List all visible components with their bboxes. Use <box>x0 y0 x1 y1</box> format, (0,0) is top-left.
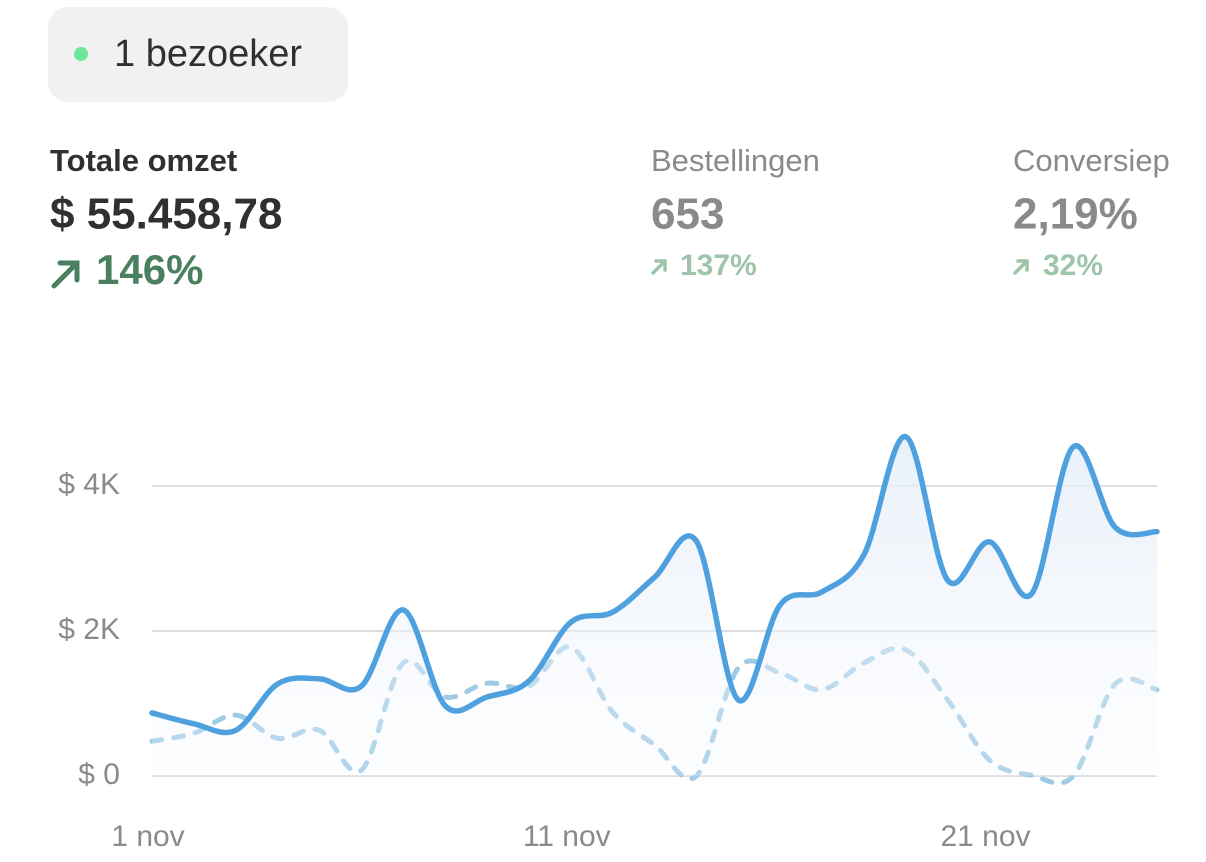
metric[interactable]: Conversiep 2,19% 32% <box>1013 143 1170 282</box>
metric-label: Bestellingen <box>651 143 820 178</box>
metric-value: 2,19% <box>1013 190 1138 239</box>
metric-change: 137% <box>680 249 757 282</box>
chart: $ 0 $ 2K $ 4K 1 nov 11 nov 21 nov <box>58 433 1160 853</box>
up-arrow <box>651 259 667 275</box>
live-dot <box>74 47 88 61</box>
badge-bg <box>48 7 348 102</box>
metric-value: 653 <box>651 190 724 239</box>
y-tick-label: $ 0 <box>78 758 120 791</box>
up-arrow <box>51 260 80 289</box>
visitor-badge[interactable]: 1 bezoeker <box>48 7 348 102</box>
metric-value: $ 55.458,78 <box>50 190 282 239</box>
metric-label: Totale omzet <box>50 143 237 178</box>
badge-label: 1 bezoeker <box>114 33 302 75</box>
area-fill <box>152 436 1157 776</box>
metric-label: Conversiep <box>1013 143 1170 178</box>
series-line <box>149 433 1160 736</box>
metric[interactable]: Totale omzet $ 55.458,78 146% <box>50 143 282 293</box>
metric-change: 146% <box>96 246 203 293</box>
metric-change: 32% <box>1043 249 1103 282</box>
x-tick-label: 1 nov <box>111 820 184 853</box>
y-tick-label: $ 4K <box>58 468 120 501</box>
up-arrow <box>1013 259 1029 275</box>
x-tick-label: 11 nov <box>523 820 611 853</box>
y-tick-label: $ 2K <box>58 613 120 646</box>
metric[interactable]: Bestellingen 653 137% <box>651 143 820 282</box>
x-tick-label: 21 nov <box>940 820 1030 853</box>
